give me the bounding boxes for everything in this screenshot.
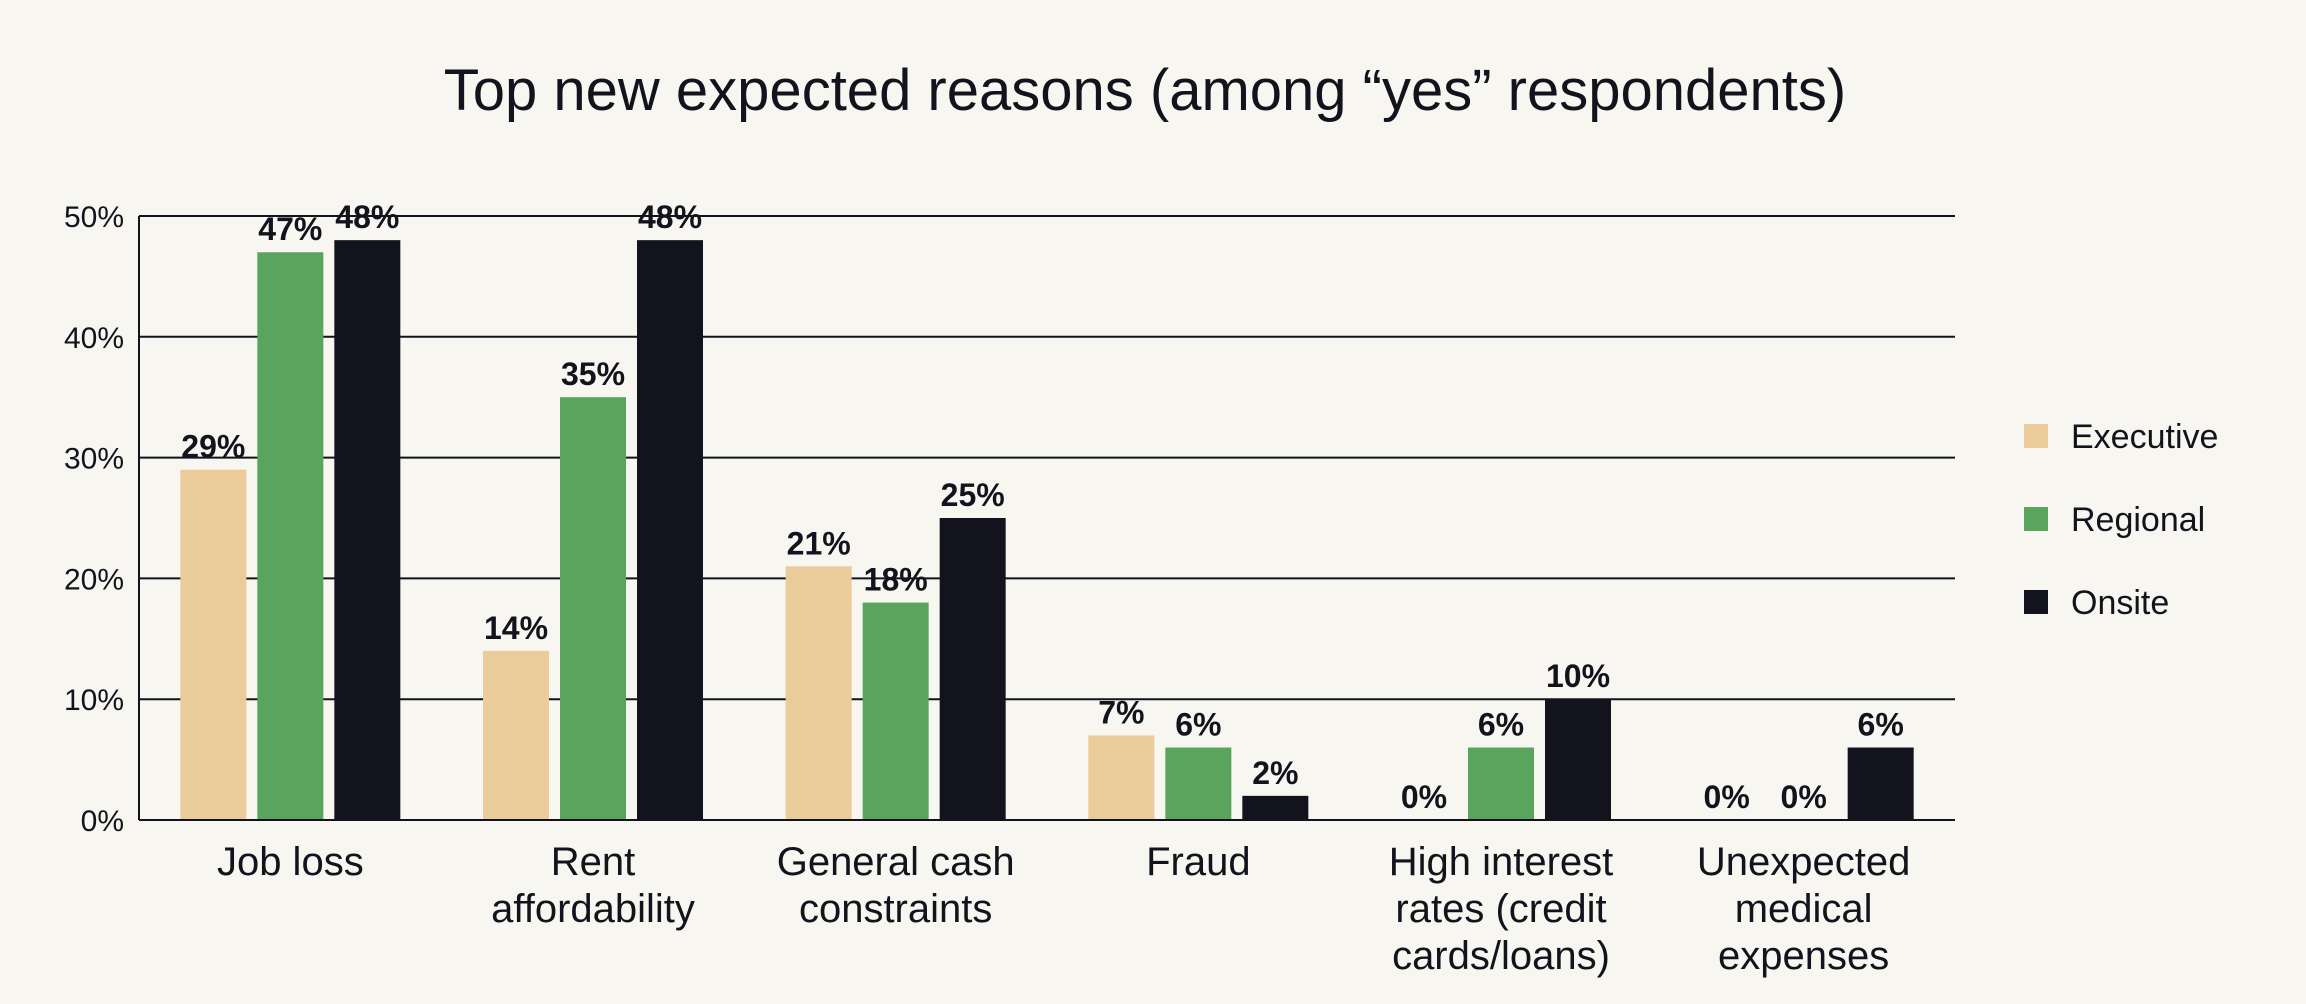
- y-tick-label: 30%: [64, 443, 124, 476]
- bar-regional: [862, 602, 929, 820]
- data-label: 0%: [1781, 779, 1827, 815]
- y-tick-label: 20%: [64, 563, 124, 596]
- data-label: 29%: [181, 429, 245, 465]
- x-category-label-line: expenses: [1718, 934, 1889, 978]
- y-axis: 0% 10% 20% 30% 40% 50%: [64, 201, 140, 838]
- x-category-label-line: constraints: [799, 887, 992, 931]
- bar-regional: [560, 397, 626, 820]
- x-category-label-line: Unexpected: [1697, 840, 1910, 884]
- x-category-label-line: Job loss: [217, 840, 364, 884]
- bar-onsite: [939, 518, 1006, 820]
- legend-swatch-regional: [2024, 507, 2048, 531]
- data-label: 7%: [1098, 694, 1144, 730]
- y-tick-label: 0%: [81, 805, 124, 838]
- x-category-label-line: medical: [1735, 887, 1873, 931]
- x-category-label-line: rates (credit: [1395, 887, 1606, 931]
- x-category-label-line: High interest: [1389, 840, 1614, 884]
- bars: [180, 240, 1914, 821]
- data-label: 47%: [258, 211, 322, 247]
- y-tick-label: 10%: [64, 684, 124, 717]
- x-category-label-line: cards/loans): [1392, 934, 1610, 978]
- bar-executive: [180, 469, 247, 820]
- gridlines: [139, 215, 1955, 821]
- data-label: 0%: [1704, 779, 1750, 815]
- legend-label: Executive: [2071, 418, 2218, 456]
- y-tick-label: 50%: [64, 201, 124, 234]
- x-axis: Job loss Rent affordability General cash con…: [139, 819, 1955, 978]
- x-category-label: High interest rates (credit cards/loans): [1389, 840, 1614, 978]
- x-category-label-line: Fraud: [1146, 840, 1251, 884]
- bar-regional: [1468, 747, 1534, 820]
- data-label: 48%: [335, 199, 399, 235]
- bar-executive: [1088, 735, 1155, 820]
- legend: Executive Regional Onsite: [2024, 418, 2218, 622]
- bar-onsite: [1545, 699, 1611, 820]
- bar-executive: [785, 566, 852, 820]
- x-category-label: Unexpected medical expenses: [1697, 840, 1910, 978]
- data-label: 48%: [638, 199, 702, 235]
- bar-regional: [1165, 747, 1232, 820]
- x-category-label-line: affordability: [491, 887, 695, 931]
- x-category-label: Job loss: [217, 840, 364, 884]
- chart-title: Top new expected reasons (among “yes” re…: [444, 58, 1846, 123]
- data-label: 35%: [561, 356, 625, 392]
- data-label: 2%: [1252, 755, 1298, 791]
- bar-onsite: [1847, 747, 1914, 820]
- data-label: 14%: [484, 610, 548, 646]
- legend-label: Onsite: [2071, 584, 2169, 622]
- data-label: 21%: [787, 525, 851, 561]
- data-label: 6%: [1478, 707, 1524, 743]
- data-label: 18%: [864, 562, 928, 598]
- legend-swatch-onsite: [2024, 590, 2048, 614]
- x-category-label-line: General cash: [777, 840, 1015, 884]
- data-label: 6%: [1858, 707, 1904, 743]
- data-label: 25%: [941, 477, 1005, 513]
- bar-executive: [483, 650, 549, 820]
- data-label: 10%: [1546, 658, 1610, 694]
- x-category-label: General cash constraints: [777, 840, 1015, 931]
- x-category-label: Rent affordability: [491, 840, 695, 931]
- y-tick-label: 40%: [64, 322, 124, 355]
- bar-onsite: [334, 240, 401, 820]
- data-label: 0%: [1401, 779, 1447, 815]
- x-category-label-line: Rent: [551, 840, 636, 884]
- legend-label: Regional: [2071, 501, 2205, 539]
- bar-onsite: [1242, 795, 1309, 820]
- bar-regional: [257, 252, 324, 821]
- data-labels: 29% 47% 48% 14% 35% 48% 21% 18% 25% 7% 6% 2% 0% 6% 10%…: [181, 199, 1903, 815]
- legend-swatch-executive: [2024, 424, 2048, 448]
- data-label: 6%: [1175, 707, 1221, 743]
- bar-onsite: [637, 240, 703, 820]
- x-category-label: Fraud: [1146, 840, 1251, 884]
